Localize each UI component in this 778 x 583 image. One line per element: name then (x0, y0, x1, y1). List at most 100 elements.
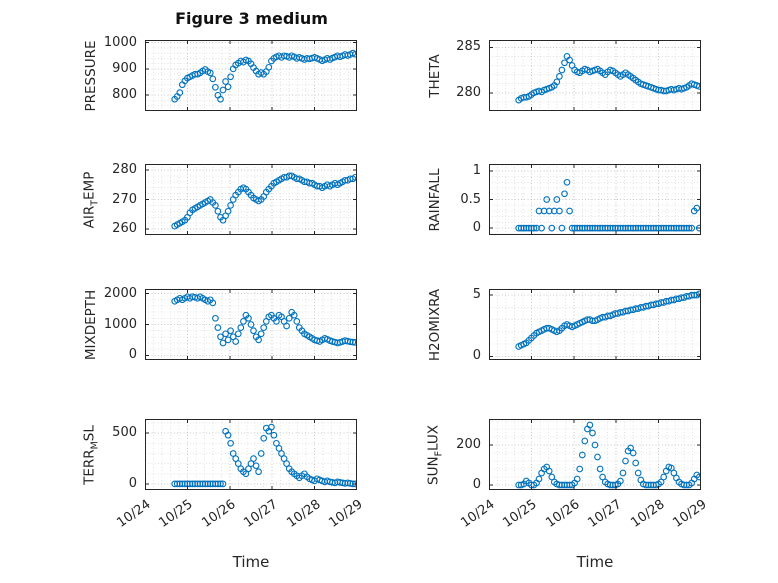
y-axis-label-pressure: PRESSURE (83, 40, 99, 111)
data-point-marker (240, 318, 247, 325)
data-point-marker (232, 455, 240, 462)
data-point-marker (260, 434, 268, 442)
data-point-marker (351, 339, 357, 346)
axes-box (145, 40, 357, 111)
x-tick-label: 10/29 (326, 497, 366, 531)
data-point-marker (535, 475, 543, 483)
data-point-marker (283, 322, 290, 330)
y-tick-label: 260 (112, 221, 137, 237)
data-point-marker (252, 462, 260, 470)
data-point-marker (594, 453, 601, 461)
y-axis-label-rainfall: RAINFALL (427, 168, 443, 231)
x-axis-label: Time (232, 553, 270, 571)
data-point-marker (632, 459, 640, 467)
data-point-marker (581, 437, 589, 445)
x-tick-label: 10/29 (670, 497, 710, 531)
data-point-marker (176, 89, 184, 96)
data-point-marker (290, 311, 298, 319)
x-tick-label: 10/24 (458, 497, 498, 531)
x-tick-label: 10/25 (156, 497, 196, 531)
data-point-marker (227, 202, 234, 209)
y-tick-label: 2000 (103, 285, 137, 301)
data-point-marker (260, 324, 268, 331)
data-point-marker (627, 444, 634, 452)
data-point-marker (181, 480, 189, 488)
data-point-marker (209, 75, 217, 83)
data-point-marker (224, 207, 232, 215)
data-point-marker (675, 224, 683, 232)
subplot-terr-msl (145, 419, 357, 490)
data-point-marker (250, 327, 257, 335)
data-point-marker (237, 324, 245, 331)
data-point-marker (617, 477, 624, 485)
data-point-marker (660, 473, 668, 481)
x-tick-label: 10/27 (585, 497, 625, 531)
subplot-rainfall (489, 164, 701, 235)
data-point-marker (234, 460, 242, 467)
y-tick-label: 280 (112, 161, 137, 177)
x-tick-label: 10/28 (283, 497, 324, 531)
subplot-h2omixra (489, 289, 701, 360)
data-point-marker (695, 83, 701, 90)
data-point-marker (576, 465, 584, 473)
data-point-marker (612, 224, 619, 232)
x-tick-label: 10/26 (199, 497, 239, 531)
data-point-marker (265, 63, 273, 71)
data-point-marker (589, 224, 596, 232)
data-point-marker (573, 475, 581, 483)
subplot-mixdepth (145, 289, 357, 360)
data-point-marker (209, 299, 217, 307)
y-tick-label: 5 (472, 287, 481, 303)
data-point-marker (245, 314, 252, 322)
data-point-marker (285, 314, 293, 322)
data-point-marker (556, 73, 563, 80)
y-tick-label: 1 (472, 162, 481, 178)
data-point-marker (293, 318, 301, 325)
data-point-marker (273, 318, 280, 325)
data-point-marker (257, 450, 265, 457)
y-tick-label: 200 (456, 437, 481, 452)
x-tick-label: 10/25 (500, 497, 540, 531)
y-axis-label-h2omixra: H2OMIXRA (427, 288, 443, 361)
y-tick-label: 900 (112, 60, 137, 76)
y-tick-label: 0 (472, 220, 481, 236)
data-point-marker (212, 202, 219, 209)
data-point-marker (245, 465, 252, 473)
axes-box (489, 419, 701, 490)
y-tick-label: 800 (112, 87, 137, 103)
x-tick-label: 10/28 (627, 497, 668, 531)
y-tick-label: 285 (456, 39, 481, 55)
data-point-marker (695, 224, 701, 232)
data-point-marker (652, 224, 660, 232)
data-point-marker (224, 336, 232, 344)
data-point-marker (229, 450, 237, 457)
data-point-marker (212, 83, 219, 91)
x-tick-label: 10/24 (114, 497, 154, 531)
data-point-marker (214, 324, 222, 331)
data-point-marker (538, 224, 545, 232)
data-point-marker (695, 290, 701, 298)
subplot-theta (489, 40, 701, 111)
y-tick-label: 0 (472, 348, 481, 364)
data-point-marker (232, 338, 240, 345)
data-point-marker (599, 473, 606, 481)
data-point-marker (657, 478, 665, 486)
data-point-marker (622, 457, 629, 465)
data-point-marker (217, 95, 224, 103)
y-tick-label: 270 (112, 191, 137, 207)
data-point-marker (219, 86, 227, 94)
x-axis-label: Time (576, 553, 614, 571)
y-tick-label: 500 (112, 425, 137, 441)
data-point-marker (217, 480, 224, 488)
data-point-marker (222, 78, 229, 85)
x-tick-label: 10/26 (543, 497, 583, 531)
data-point-marker (596, 465, 604, 473)
data-point-marker (255, 336, 262, 344)
axes-box (145, 419, 357, 490)
data-point-marker (273, 439, 280, 447)
data-point-marker (629, 224, 637, 232)
data-point-marker (553, 196, 561, 203)
y-tick-label: 0 (128, 475, 137, 491)
data-point-marker (278, 450, 285, 457)
